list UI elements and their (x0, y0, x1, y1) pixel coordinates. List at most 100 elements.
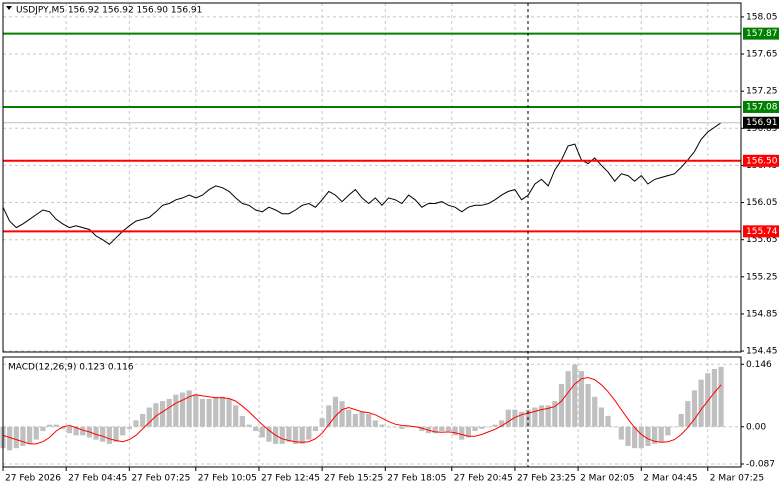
level-label: 155.74 (746, 227, 778, 237)
macd-histogram-bar (479, 426, 485, 429)
macd-histogram-bar (452, 426, 458, 436)
macd-histogram-bar (432, 426, 438, 434)
macd-histogram-bar (332, 396, 339, 427)
macd-histogram-bar (266, 426, 272, 442)
macd-histogram-bar (605, 416, 611, 427)
macd-histogram-bar (219, 396, 226, 427)
macd-histogram-bar (133, 420, 139, 427)
macd-histogram-bar (120, 426, 126, 436)
level-label: 157.87 (746, 29, 778, 39)
macd-signal-line (2, 376, 722, 445)
macd-histogram-bar (379, 424, 385, 427)
macd-histogram-bar (625, 426, 631, 447)
macd-histogram-bar (346, 409, 352, 427)
level-label-box (743, 225, 779, 238)
macd-histogram-bar (286, 426, 292, 442)
macd-histogram-bar (492, 424, 498, 427)
macd-histogram-bar (678, 413, 684, 427)
y-tick-label: 155.25 (746, 272, 778, 282)
macd-histogram-bar (665, 426, 671, 436)
macd-histogram-bar (326, 405, 332, 427)
macd-histogram-bar (46, 424, 53, 427)
macd-histogram-bar (472, 426, 478, 432)
macd-histogram-bar (159, 401, 166, 427)
macd-histogram-bar (199, 398, 206, 427)
macd-histogram-bar (279, 426, 285, 444)
macd-histogram-bar (33, 426, 39, 440)
macd-histogram-bar (638, 426, 644, 449)
macd-histogram-bar (239, 416, 245, 427)
macd-histogram-bar (60, 426, 66, 429)
macd-histogram-bar (292, 426, 299, 444)
level-label: 156.91 (746, 118, 778, 128)
level-label-box (743, 154, 779, 167)
macd-histogram-bar (193, 394, 199, 427)
macd-histogram-bar (572, 364, 578, 427)
macd-histogram-bar (612, 426, 618, 428)
x-tick-label: 27 Feb 23:25 (517, 474, 576, 484)
level-label: 156.50 (746, 156, 778, 166)
macd-histogram-bar (40, 426, 46, 432)
label-layer: USDJPY,M5 156.92 156.92 156.90 156.91 158… (5, 6, 779, 484)
macd-histogram-bar (505, 409, 511, 427)
macd-histogram-bar (399, 426, 405, 429)
y-tick-label: 0.00 (746, 422, 766, 432)
macd-histogram-bar (518, 411, 525, 427)
macd-histogram-bar (386, 426, 392, 428)
macd-histogram-bar (7, 426, 13, 451)
macd-histogram-bar (253, 426, 259, 432)
macd-histogram-bar (671, 426, 678, 428)
macd-histogram-bar (465, 426, 472, 438)
macd-histogram-bar (459, 426, 465, 440)
macd-histogram-bar (705, 373, 711, 427)
macd-histogram-bar (146, 407, 152, 427)
x-tick-label: 27 Feb 18:05 (387, 474, 446, 484)
macd-histogram-bar (113, 426, 119, 442)
macd-histogram-bar (13, 426, 19, 449)
macd-histogram-bar (339, 401, 345, 427)
x-tick-label: 27 Feb 10:05 (198, 474, 257, 484)
macd-histogram-bar (312, 426, 319, 432)
panel-title: USDJPY,M5 156.92 156.92 156.90 156.91 (16, 6, 202, 16)
x-tick-label: 2 Mar 02:05 (580, 474, 634, 484)
macd-histogram-bar (359, 411, 365, 427)
macd-histogram-bar (485, 426, 491, 428)
macd-histogram-bar (592, 396, 598, 427)
macd-histogram-bar (698, 379, 704, 427)
macd-histogram-bar (93, 426, 99, 440)
macd-histogram-bar (392, 426, 398, 428)
macd-histogram-bar (558, 383, 565, 427)
y-tick-label: 156.05 (746, 198, 778, 208)
price-panel-frame (2, 2, 742, 353)
macd-histogram-bar (585, 383, 591, 427)
macd-histogram-bar (366, 413, 372, 427)
macd-histogram-bar (658, 426, 664, 442)
x-tick-label: 27 Feb 12:45 (261, 474, 320, 484)
macd-histogram-bar (405, 426, 412, 428)
y-tick-label: 155.65 (746, 235, 778, 245)
macd-histogram-bar (711, 368, 718, 427)
grid-layer (2, 3, 744, 471)
macd-histogram-bar (578, 371, 585, 427)
panel-title: MACD(12,26,9) 0.123 0.116 (8, 363, 134, 373)
macd-histogram-bar (352, 413, 358, 427)
macd-histogram-bar (26, 426, 33, 444)
macd-histogram-bar (306, 426, 312, 440)
menu-arrow[interactable] (6, 6, 12, 10)
macd-histogram-bar (166, 398, 172, 427)
macd-histogram-bar (445, 426, 452, 432)
macd-histogram-bar (691, 390, 698, 427)
macd-histogram-bar (140, 413, 146, 427)
macd-histogram-bar (53, 424, 59, 427)
x-tick-label: 2 Mar 07:25 (710, 474, 764, 484)
macd-histogram-bar (259, 426, 265, 438)
mark-layer (0, 32, 741, 451)
macd-histogram-bar (618, 426, 624, 440)
macd-histogram-bar (213, 396, 219, 427)
macd-histogram-bar (206, 398, 212, 427)
macd-histogram-bar (598, 407, 604, 427)
macd-histogram-bar (20, 426, 26, 447)
macd-histogram-bar (173, 394, 179, 427)
